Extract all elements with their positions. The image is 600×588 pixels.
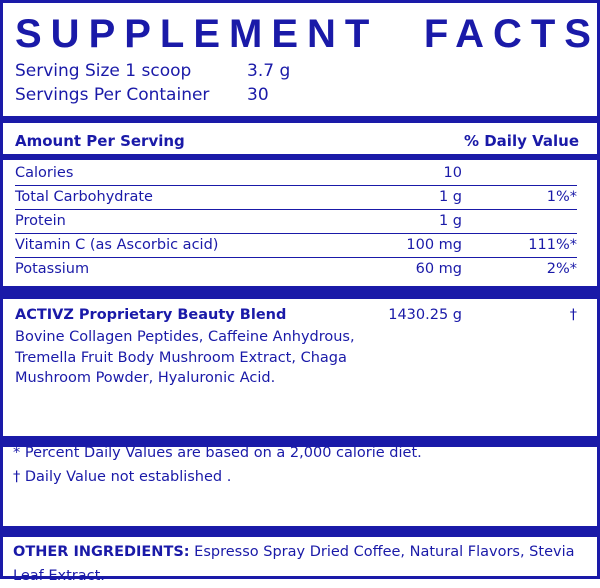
nutrient-row: Vitamin C (as Ascorbic acid) 100 mg 111%* xyxy=(15,234,577,258)
nutrient-name: Vitamin C (as Ascorbic acid) xyxy=(15,237,219,253)
nutrient-amount: 60 mg xyxy=(415,261,462,277)
nutrient-row: Protein 1 g xyxy=(15,210,577,234)
footnote-percent-text: * Percent Daily Values are based on a 2,… xyxy=(13,445,422,461)
serving-size: Serving Size 1 scoop 3.7 g xyxy=(15,60,415,82)
nutrient-daily-value: 2%* xyxy=(546,261,577,277)
other-ingredients-label: OTHER INGREDIENTS: xyxy=(13,544,190,560)
other-ingredients: OTHER INGREDIENTS: Espresso Spray Dried … xyxy=(13,540,583,588)
blend-name: ACTIVZ Proprietary Beauty Blend xyxy=(15,307,287,323)
nutrient-row: Total Carbohydrate 1 g 1%* xyxy=(15,186,577,210)
blend-amount: 1430.25 g xyxy=(388,307,462,323)
nutrient-name: Calories xyxy=(15,165,74,181)
nutrient-row: Potassium 60 mg 2%* xyxy=(15,258,577,281)
nutrient-daily-value: 111%* xyxy=(528,237,577,253)
nutrient-name: Potassium xyxy=(15,261,90,277)
divider-bar xyxy=(3,116,597,123)
servings-per-container-value: 30 xyxy=(247,85,269,105)
nutrient-daily-value: 1%* xyxy=(546,189,577,205)
divider-bar xyxy=(3,286,597,299)
daily-value-header: % Daily Value xyxy=(463,132,579,150)
amount-per-serving-header: Amount Per Serving xyxy=(15,132,185,150)
nutrient-row: Calories 10 xyxy=(15,162,577,186)
footnote-dagger-text: † Daily Value not established . xyxy=(13,469,232,485)
footnote-percent: * Percent Daily Values are based on a 2,… xyxy=(13,441,583,465)
nutrient-amount: 100 mg xyxy=(406,237,462,253)
footnote-dagger: † Daily Value not established . xyxy=(13,465,583,489)
title-word-facts: FACTS xyxy=(423,12,600,56)
nutrient-amount: 10 xyxy=(443,165,462,181)
nutrient-name: Protein xyxy=(15,213,66,229)
serving-size-value: 3.7 g xyxy=(247,61,291,81)
servings-per-container-label: Servings Per Container xyxy=(15,85,210,105)
blend-ingredients: Bovine Collagen Peptides, Caffeine Anhyd… xyxy=(15,329,355,386)
servings-per-container: Servings Per Container 30 xyxy=(15,84,415,106)
serving-size-label: Serving Size 1 scoop xyxy=(15,61,192,81)
nutrient-amount: 1 g xyxy=(438,189,462,205)
title-word-supplement: SUPPLEMENT xyxy=(15,12,379,56)
label-title: SUPPLEMENT FACTS xyxy=(15,9,591,59)
blend-daily-value: † xyxy=(569,307,577,323)
proprietary-blend: ACTIVZ Proprietary Beauty Blend 1430.25 … xyxy=(15,303,577,389)
divider-bar xyxy=(3,526,597,537)
table-header: Amount Per Serving % Daily Value xyxy=(15,127,579,155)
nutrient-name: Total Carbohydrate xyxy=(15,189,153,205)
nutrient-amount: 1 g xyxy=(438,213,462,229)
divider-bar xyxy=(3,436,597,447)
divider-bar xyxy=(3,154,597,160)
